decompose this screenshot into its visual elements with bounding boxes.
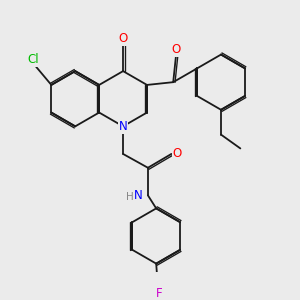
Text: O: O [118, 32, 128, 45]
Text: F: F [156, 287, 163, 300]
Text: H: H [125, 192, 133, 202]
Text: N: N [119, 120, 128, 133]
Text: N: N [134, 189, 143, 202]
Text: Cl: Cl [28, 53, 40, 66]
Text: O: O [173, 147, 182, 161]
Text: O: O [171, 44, 181, 56]
